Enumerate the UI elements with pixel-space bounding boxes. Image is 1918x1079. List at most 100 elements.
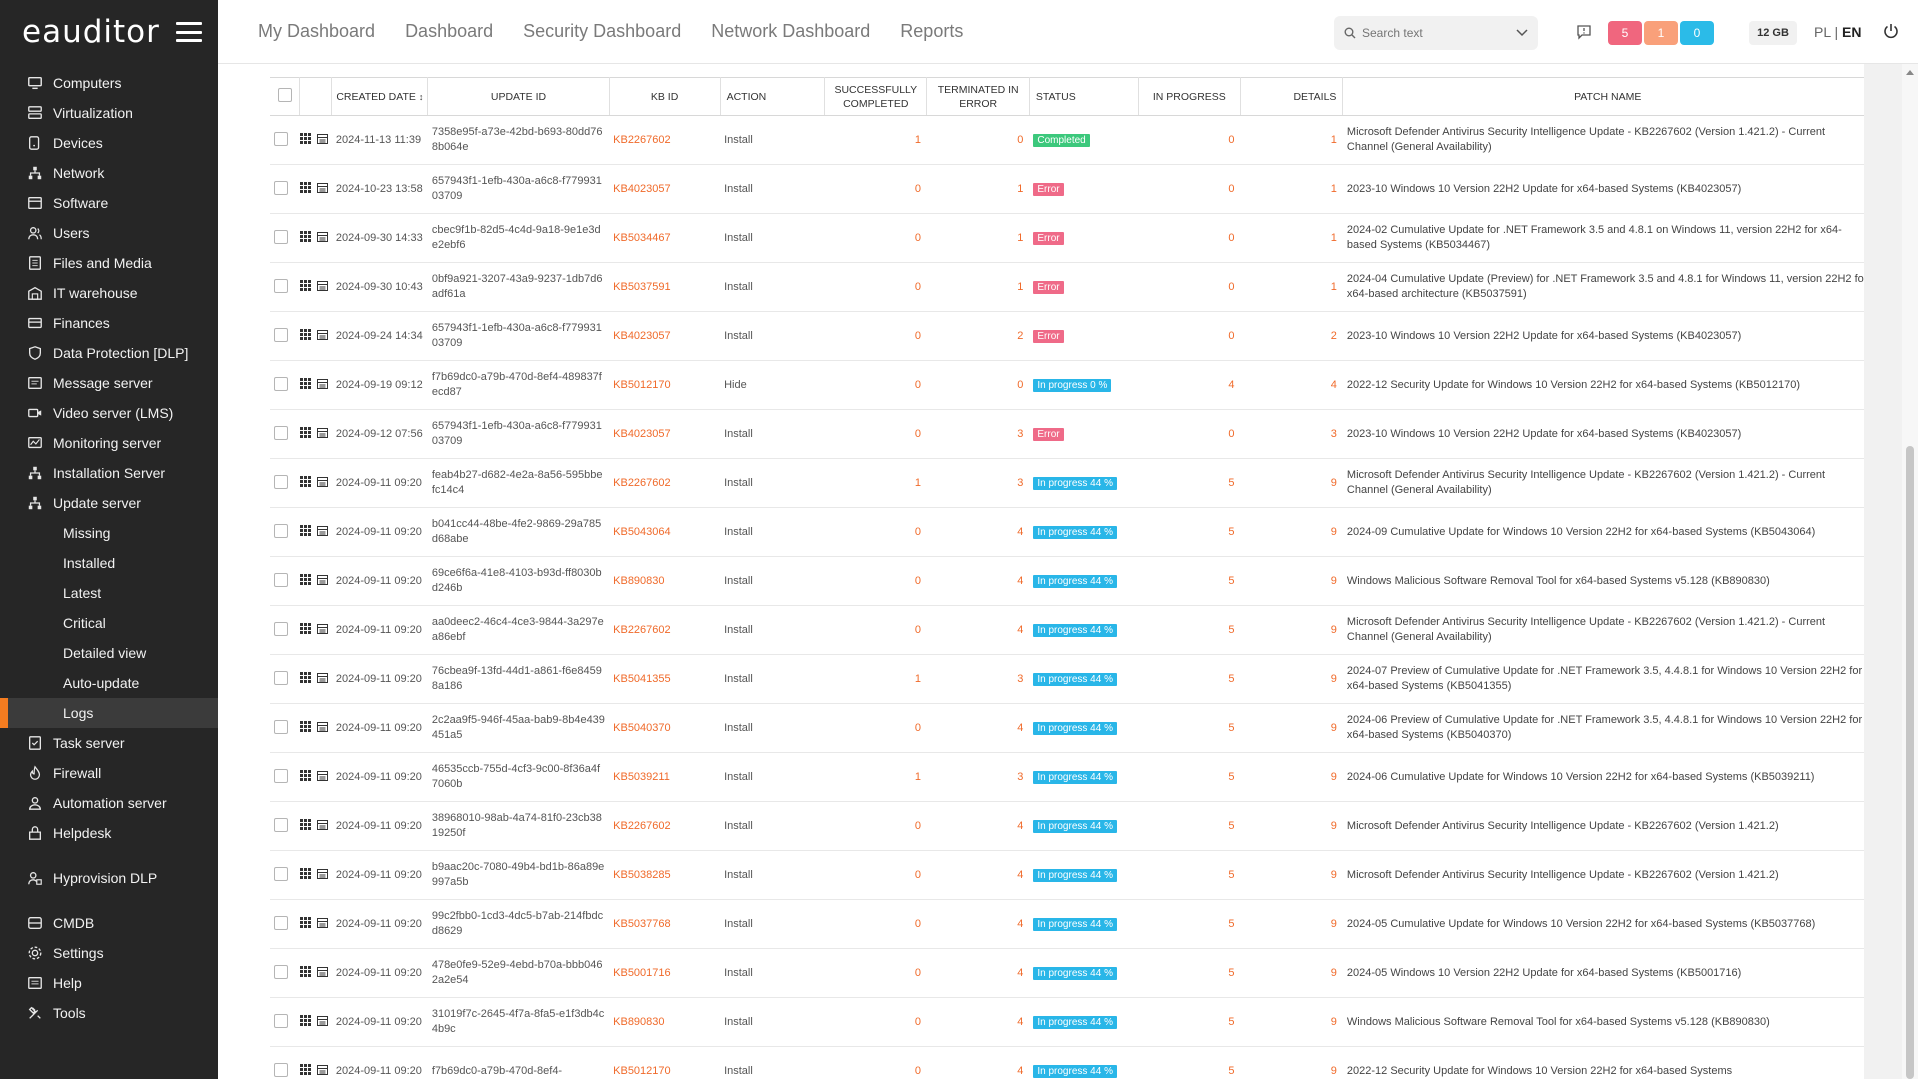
table-row[interactable]: 2024-09-11 09:20 b041cc44-48be-4fe2-9869… (270, 507, 1864, 557)
table-row[interactable]: 2024-09-30 14:33 cbec9f1b-82d5-4c4d-9a18… (270, 213, 1864, 263)
chevron-down-icon[interactable] (1516, 29, 1528, 37)
grid-icon[interactable] (299, 280, 311, 294)
sidebar-subitem-latest[interactable]: Latest (0, 578, 218, 608)
sidebar-item-monitoring-server[interactable]: Monitoring server (0, 428, 218, 458)
sidebar-item-task-server[interactable]: Task server (0, 728, 218, 758)
sidebar-item-settings[interactable]: Settings (0, 938, 218, 968)
grid-icon[interactable] (299, 231, 311, 245)
row-checkbox[interactable] (274, 376, 288, 391)
grid-icon[interactable] (299, 525, 311, 539)
list-details-icon[interactable] (316, 819, 328, 833)
sidebar-item-installation-server[interactable]: Installation Server (0, 458, 218, 488)
details-cell[interactable]: 9 (1240, 850, 1343, 900)
list-details-icon[interactable] (316, 623, 328, 637)
header-terminated-in-error[interactable]: TERMINATED IN ERROR (926, 77, 1030, 116)
table-row[interactable]: 2024-09-11 09:20 76cbea9f-13fd-44d1-a861… (270, 654, 1864, 704)
sidebar-item-finances[interactable]: Finances (0, 308, 218, 338)
scrollbar-thumb[interactable] (1906, 446, 1914, 1079)
list-details-icon[interactable] (316, 476, 328, 490)
kb-id-link[interactable]: KB2267602 (609, 115, 721, 165)
details-cell[interactable]: 9 (1240, 752, 1343, 802)
table-row[interactable]: 2024-09-11 09:20 478e0fe9-52e9-4ebd-b70a… (270, 948, 1864, 998)
grid-icon[interactable] (299, 378, 311, 392)
tab-security-dashboard[interactable]: Security Dashboard (523, 21, 682, 41)
row-checkbox[interactable] (274, 229, 288, 244)
power-icon[interactable] (1882, 22, 1900, 40)
lang-en[interactable]: EN (1842, 24, 1862, 40)
row-checkbox[interactable] (274, 817, 288, 832)
row-checkbox[interactable] (274, 180, 288, 195)
alert-badge-critical[interactable]: 5 (1608, 21, 1642, 45)
grid-icon[interactable] (299, 966, 311, 980)
details-cell[interactable]: 9 (1240, 801, 1343, 851)
kb-id-link[interactable]: KB5034467 (609, 213, 721, 263)
list-details-icon[interactable] (316, 280, 328, 294)
sidebar-item-software[interactable]: Software (0, 188, 218, 218)
table-row[interactable]: 2024-09-11 09:20 31019f7c-2645-4f7a-8fa5… (270, 997, 1864, 1047)
row-checkbox[interactable] (274, 131, 288, 146)
sidebar-subitem-logs[interactable]: Logs (0, 698, 218, 728)
table-row[interactable]: 2024-09-11 09:20 46535ccb-755d-4cf3-9c00… (270, 752, 1864, 802)
header-successfully-completed[interactable]: SUCCESSFULLY COMPLETED (824, 77, 928, 116)
details-cell[interactable]: 9 (1240, 605, 1343, 655)
table-row[interactable]: 2024-09-12 07:56 657943f1-1efb-430a-a6c8… (270, 409, 1864, 459)
details-cell[interactable]: 9 (1240, 1046, 1343, 1079)
sidebar-item-computers[interactable]: Computers (0, 68, 218, 98)
alert-badge-info[interactable]: 0 (1680, 21, 1714, 45)
details-cell[interactable]: 1 (1240, 164, 1343, 214)
list-details-icon[interactable] (316, 231, 328, 245)
table-row[interactable]: 2024-09-11 09:20 f7b69dc0-a79b-470d-8ef4… (270, 1046, 1864, 1079)
grid-icon[interactable] (299, 133, 311, 147)
row-checkbox[interactable] (274, 1013, 288, 1028)
table-row[interactable]: 2024-09-11 09:20 99c2fbb0-1cd3-4dc5-b7ab… (270, 899, 1864, 949)
details-cell[interactable]: 4 (1240, 360, 1343, 410)
sidebar-subitem-installed[interactable]: Installed (0, 548, 218, 578)
header-status[interactable]: STATUS (1029, 77, 1139, 116)
grid-icon[interactable] (299, 182, 311, 196)
list-details-icon[interactable] (316, 329, 328, 343)
header-action[interactable]: ACTION (720, 77, 826, 116)
table-row[interactable]: 2024-09-24 14:34 657943f1-1efb-430a-a6c8… (270, 311, 1864, 361)
sidebar-subitem-missing[interactable]: Missing (0, 518, 218, 548)
table-row[interactable]: 2024-09-11 09:20 2c2aa9f5-946f-45aa-bab9… (270, 703, 1864, 753)
sidebar-subitem-detailed-view[interactable]: Detailed view (0, 638, 218, 668)
details-cell[interactable]: 3 (1240, 409, 1343, 459)
list-details-icon[interactable] (316, 427, 328, 441)
kb-id-link[interactable]: KB5001716 (609, 948, 721, 998)
header-created-date[interactable]: CREATED DATE ↕ (331, 77, 429, 116)
list-details-icon[interactable] (316, 378, 328, 392)
sidebar-item-data-protection-dlp[interactable]: Data Protection [DLP] (0, 338, 218, 368)
row-checkbox[interactable] (274, 327, 288, 342)
hamburger-menu-icon[interactable] (176, 22, 202, 42)
lang-pl[interactable]: PL (1814, 24, 1831, 40)
language-switcher[interactable]: PL | EN (1814, 24, 1861, 40)
list-details-icon[interactable] (316, 966, 328, 980)
sidebar-item-helpdesk[interactable]: Helpdesk (0, 818, 218, 848)
details-cell[interactable]: 9 (1240, 654, 1343, 704)
header-details[interactable]: DETAILS (1240, 77, 1344, 116)
table-row[interactable]: 2024-11-13 11:39 7358e95f-a73e-42bd-b693… (270, 115, 1864, 165)
sidebar-item-users[interactable]: Users (0, 218, 218, 248)
list-details-icon[interactable] (316, 672, 328, 686)
table-row[interactable]: 2024-09-19 09:12 f7b69dc0-a79b-470d-8ef4… (270, 360, 1864, 410)
grid-icon[interactable] (299, 868, 311, 882)
sidebar-item-update-server[interactable]: Update server (0, 488, 218, 518)
search-box[interactable] (1334, 16, 1538, 50)
kb-id-link[interactable]: KB890830 (609, 997, 721, 1047)
sidebar-item-tools[interactable]: Tools (0, 998, 218, 1028)
kb-id-link[interactable]: KB2267602 (609, 458, 721, 508)
details-cell[interactable]: 9 (1240, 458, 1343, 508)
tab-dashboard[interactable]: Dashboard (405, 21, 494, 41)
scroll-up-icon[interactable] (1906, 70, 1914, 75)
row-checkbox[interactable] (274, 278, 288, 293)
select-all-checkbox[interactable] (277, 87, 292, 102)
sidebar-item-files-and-media[interactable]: Files and Media (0, 248, 218, 278)
row-checkbox[interactable] (274, 964, 288, 979)
list-details-icon[interactable] (316, 1015, 328, 1029)
details-cell[interactable]: 9 (1240, 703, 1343, 753)
list-details-icon[interactable] (316, 868, 328, 882)
kb-id-link[interactable]: KB5039211 (609, 752, 721, 802)
details-cell[interactable]: 1 (1240, 115, 1343, 165)
kb-id-link[interactable]: KB5012170 (609, 360, 721, 410)
sidebar-item-devices[interactable]: Devices (0, 128, 218, 158)
